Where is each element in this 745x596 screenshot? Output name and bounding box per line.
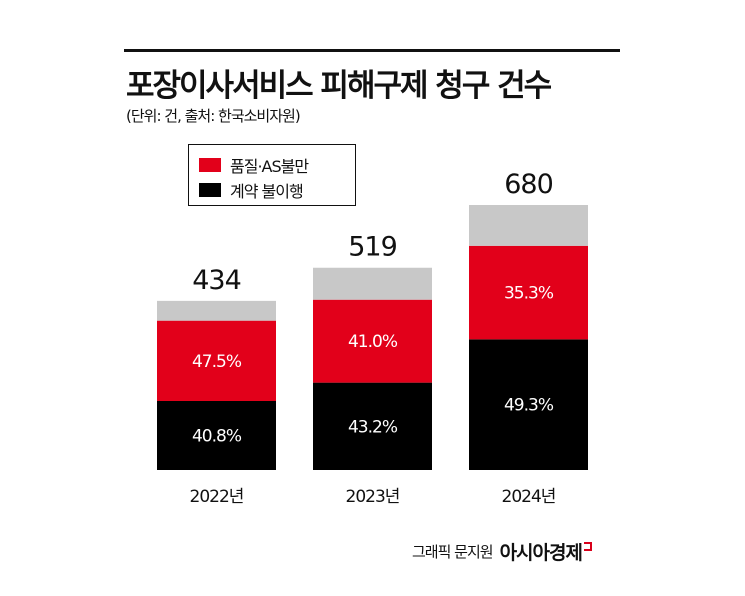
- data-label-quality: 47.5%: [192, 352, 242, 372]
- legend-label-contract: 계약 불이행: [230, 181, 304, 201]
- legend-item-contract: 계약 불이행: [199, 177, 355, 202]
- brand-mark-icon: [583, 542, 592, 551]
- total-label: 519: [348, 232, 397, 263]
- legend-swatch-quality: [199, 157, 221, 172]
- bar-segment-contract: [313, 382, 432, 470]
- x-tick-label: 2022년: [190, 487, 244, 507]
- x-tick-label: 2024년: [502, 487, 556, 507]
- bar-segment-other: [469, 205, 588, 246]
- data-label-contract: 43.2%: [348, 417, 398, 437]
- bar-segment-contract: [157, 400, 276, 470]
- x-tick-label: 2023년: [346, 487, 400, 507]
- data-label-contract: 49.3%: [504, 396, 554, 416]
- data-label-quality: 41.0%: [348, 332, 398, 352]
- data-label-contract: 40.8%: [192, 426, 242, 446]
- unit-note: (단위: 건, 출처: 한국소비자원): [126, 107, 301, 125]
- legend-label-quality: 품질·AS불만: [230, 156, 309, 176]
- legend-item-quality: 품질·AS불만: [199, 152, 355, 177]
- legend-swatch-contract: [199, 182, 221, 197]
- top-rule: [124, 49, 620, 52]
- total-label: 680: [504, 169, 553, 200]
- credit: 그래픽 문지원 아시아경제: [412, 538, 592, 565]
- total-label: 434: [192, 265, 241, 296]
- bar-segment-quality: [313, 299, 432, 383]
- data-label-quality: 35.3%: [504, 284, 554, 304]
- credit-text: 그래픽 문지원: [412, 543, 494, 561]
- legend: 품질·AS불만 계약 불이행: [188, 144, 356, 206]
- bar-segment-quality: [157, 320, 276, 401]
- bar-segment-contract: [469, 339, 588, 470]
- bar-segment-other: [157, 300, 276, 321]
- brand-logo: 아시아경제: [499, 542, 583, 564]
- bar-segment-quality: [469, 245, 588, 340]
- bar-segment-other: [313, 267, 432, 300]
- chart-title: 포장이사서비스 피해구제 청구 건수: [126, 68, 552, 104]
